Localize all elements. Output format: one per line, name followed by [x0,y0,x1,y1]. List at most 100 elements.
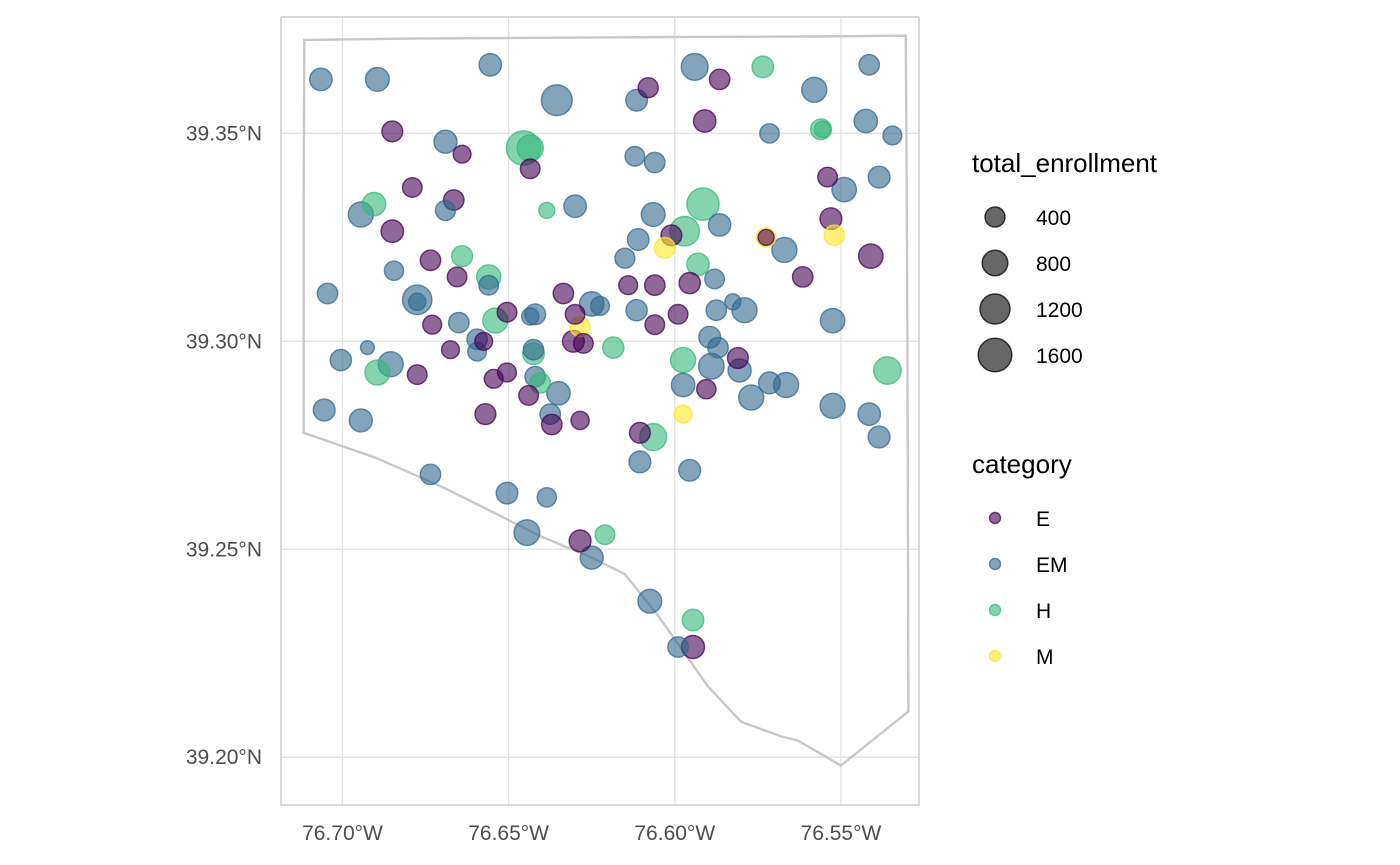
x-tick-label: 76.60°W [634,822,715,845]
school-point-em [628,450,652,474]
school-point-h [451,245,474,268]
school-point-e [791,265,814,288]
school-point-em [536,486,558,508]
school-point-em [831,176,858,203]
school-point-h [813,120,832,139]
school-point-em [670,372,696,398]
school-point-e [618,275,639,296]
school-point-e [692,109,717,133]
school-point-e [570,410,590,431]
school-point-em [308,67,333,92]
legend-total-enrollment: total_enrollment 400 800 1200 1600 [972,148,1158,373]
school-point-e [643,274,666,297]
school-point-e [519,158,541,180]
legend-size-key [984,206,1006,228]
school-point-em [329,348,353,372]
school-point-e [817,166,839,188]
school-point-e [637,76,659,99]
legend-category-title: category [972,449,1072,479]
school-point-em [643,151,666,174]
x-tick-label: 76.55°W [801,822,882,845]
school-point-e [757,228,775,247]
school-point-e [452,144,472,164]
school-point-em [707,336,729,359]
school-point-em [434,199,457,222]
school-point-em [724,293,742,311]
x-tick-label: 76.70°W [302,822,383,845]
school-point-em [738,384,765,411]
school-point-em [640,201,666,228]
legend-size-label: 800 [1036,253,1071,276]
school-point-em [801,76,828,104]
school-point-e [644,314,666,336]
school-point-h [681,608,705,632]
school-point-e [572,332,594,354]
school-point-em [625,298,648,322]
x-tick-label: 76.65°W [468,822,549,845]
school-point-em [495,481,519,505]
school-point-em [614,247,636,269]
school-point-em [447,311,470,334]
school-point-e [564,303,586,325]
y-tick-label: 39.30°N [186,330,262,353]
school-point-em [364,66,390,92]
school-point-em [312,398,336,422]
school-point-em [626,227,650,251]
axis-labels: 76.70°W 76.65°W 76.60°W 76.55°W 39.20°N 39.25… [186,122,882,845]
school-point-e [474,403,497,426]
y-tick-label: 39.25°N [186,538,262,561]
school-point-e [518,384,540,406]
school-point-em [520,307,540,326]
legend-category-key [988,649,1002,663]
school-point-h [361,191,387,217]
school-point-em [478,274,500,296]
legend-category-key [988,511,1002,525]
school-point-e [446,266,468,288]
school-point-em [667,636,689,658]
school-point-e [708,68,731,91]
school-point-e [440,340,461,360]
school-point-em [680,52,709,81]
school-point-h [669,346,697,374]
y-tick-label: 39.20°N [186,746,262,769]
school-point-em [858,53,881,76]
legend-size-key [977,337,1013,373]
school-point-em [771,236,798,264]
school-point-em [579,545,604,570]
school-point-h [686,187,720,221]
school-point-h [538,201,556,220]
school-point-e [422,314,443,335]
school-point-em [882,125,903,146]
legend-category-label: EM [1036,554,1068,577]
school-points [308,52,903,660]
school-point-e [540,413,563,436]
school-point-em [589,295,611,317]
legend-size-key [981,249,1009,277]
school-point-em [867,425,891,449]
legend-category-label: H [1036,600,1051,623]
school-point-em [819,307,846,334]
school-point-em [359,340,376,356]
school-point-e [474,331,494,351]
school-point-em [433,129,458,154]
school-point-em [540,84,573,117]
school-point-em [857,402,882,426]
legend-size-key [979,293,1011,325]
school-point-e [406,364,428,386]
school-point-em [757,371,782,395]
panel-border [280,16,920,806]
county-boundary [302,34,910,767]
school-point-em [637,588,663,614]
school-point-h [364,359,391,386]
school-point-em [705,299,728,322]
school-point-h [751,55,775,79]
school-point-e [857,243,884,270]
school-point-h [516,134,545,162]
school-point-e [628,421,651,444]
school-point-e [380,219,405,244]
school-point-e [696,378,717,400]
school-point-em [546,380,571,406]
school-point-e [568,529,592,553]
school-point-em [867,165,891,189]
